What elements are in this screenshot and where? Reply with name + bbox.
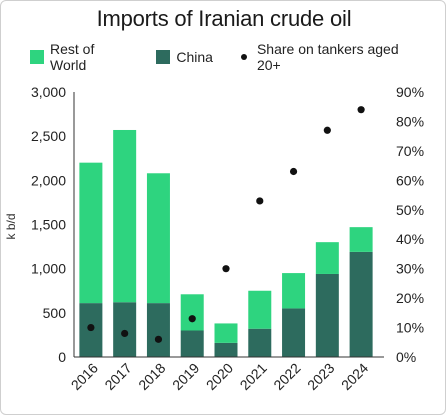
bar-china <box>214 342 238 357</box>
legend-label-china: China <box>176 49 213 65</box>
bar-rest-of-world <box>113 129 137 303</box>
bar-rest-of-world <box>315 242 339 274</box>
legend-swatch-rest-of-world <box>30 50 44 64</box>
y-tick-label-left: 0 <box>58 349 66 365</box>
bar-rest-of-world <box>180 294 204 331</box>
y-tick-label-left: 2,500 <box>31 128 66 144</box>
bar-china <box>146 303 170 357</box>
bar-rest-of-world <box>214 323 238 343</box>
legend-item-rest-of-world: Rest of World <box>30 41 134 73</box>
x-tick-label: 2024 <box>338 360 371 393</box>
tanker-share-point <box>222 265 230 273</box>
y-tick-label-right: 60% <box>396 172 424 188</box>
legend-label-rest-of-world: Rest of World <box>49 41 95 73</box>
tanker-share-point <box>323 126 331 134</box>
legend-item-tanker-share: Share on tankers aged 20+ <box>235 41 426 73</box>
y-tick-label-right: 30% <box>396 261 424 277</box>
bar-china <box>282 308 306 357</box>
bar-rest-of-world <box>146 173 170 304</box>
bar-china <box>349 251 373 357</box>
legend-label-tanker-share: Share on tankers aged 20+ <box>256 41 399 73</box>
y-tick-label-right: 20% <box>396 290 424 306</box>
tanker-share-point <box>357 106 365 114</box>
x-tick-label: 2020 <box>203 360 236 393</box>
x-tick-label: 2016 <box>68 360 101 393</box>
tanker-share-point <box>154 335 163 343</box>
y-tick-label-left: 2,000 <box>31 172 66 188</box>
y-axis-title: k b/d <box>4 213 18 239</box>
y-tick-label-left: 3,000 <box>31 84 66 100</box>
bar-rest-of-world <box>282 273 306 309</box>
x-tick-label: 2017 <box>101 360 134 393</box>
y-tick-label-right: 70% <box>396 143 424 159</box>
bar-china <box>248 328 272 357</box>
tanker-share-point <box>121 329 129 338</box>
bar-china <box>180 330 204 357</box>
tanker-share-point <box>289 167 298 176</box>
y-tick-label-left: 1,000 <box>31 261 66 277</box>
y-tick-label-right: 50% <box>396 202 424 218</box>
bar-china <box>315 273 339 357</box>
x-tick-label: 2023 <box>304 360 337 393</box>
legend-swatch-china <box>156 50 171 64</box>
chart-legend: Rest of World China Share on tankers age… <box>30 41 448 73</box>
x-tick-label: 2021 <box>237 360 270 393</box>
tanker-share-point <box>256 197 264 205</box>
y-tick-label-right: 90% <box>396 84 424 100</box>
bar-rest-of-world <box>349 227 373 252</box>
x-tick-label: 2022 <box>270 360 303 393</box>
y-tick-label-right: 0% <box>396 349 416 365</box>
y-tick-label-left: 1,500 <box>31 217 66 233</box>
bar-rest-of-world <box>79 162 103 304</box>
bar-rest-of-world <box>248 290 272 329</box>
y-tick-label-right: 80% <box>396 113 424 129</box>
y-tick-label-right: 10% <box>396 320 424 336</box>
x-tick-label: 2018 <box>135 360 168 393</box>
legend-dot-tanker-share <box>240 54 247 60</box>
y-tick-label-right: 40% <box>396 231 424 247</box>
tanker-share-point <box>188 315 196 323</box>
legend-item-china: China <box>156 49 213 65</box>
y-tick-label-left: 500 <box>43 305 67 321</box>
bar-china <box>113 302 137 357</box>
tanker-share-point <box>87 323 95 332</box>
x-tick-label: 2019 <box>169 360 202 393</box>
chart-title: Imports of Iranian crude oil <box>96 6 352 31</box>
